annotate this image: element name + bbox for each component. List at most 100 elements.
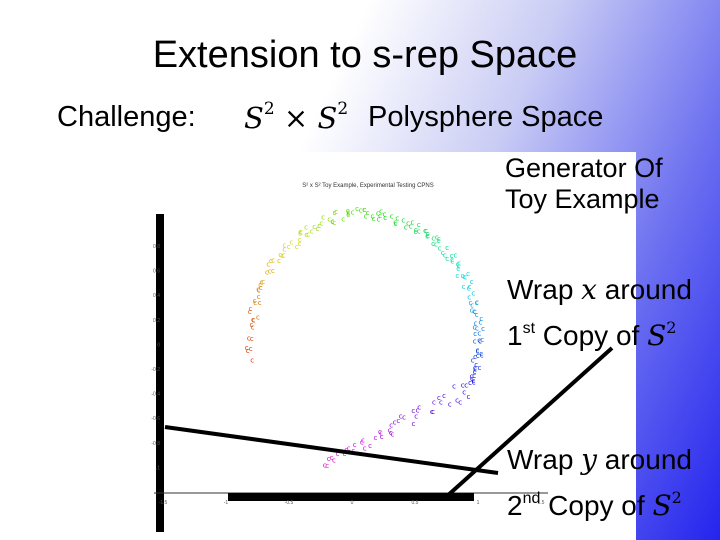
data-point: c xyxy=(306,230,310,238)
data-point: c xyxy=(414,413,418,421)
x-tick-label: -1 xyxy=(224,500,229,506)
data-point: c xyxy=(409,223,413,231)
data-point: c xyxy=(417,221,421,229)
generator-line-2: Toy Example xyxy=(505,184,660,214)
wrap-y-note: Wrap y around 2nd Copy of S2 xyxy=(507,441,692,525)
data-point: c xyxy=(280,252,284,260)
wrap-y-sphere-s: S xyxy=(652,489,672,522)
y-tick-label: -0.4 xyxy=(151,392,160,398)
toy-example-plot: S² x S² Toy Example, Experimental Testin… xyxy=(88,152,636,540)
data-point: c xyxy=(341,216,345,224)
x-tick-label: -1.5 xyxy=(159,500,168,506)
data-point: c xyxy=(478,337,482,345)
data-point: c xyxy=(445,244,449,252)
y-tick-label: -0.6 xyxy=(151,416,160,422)
y-tick-label: -0.2 xyxy=(151,367,160,373)
data-point: c xyxy=(249,345,253,353)
data-point: c xyxy=(466,270,470,278)
formula-s2: S xyxy=(317,101,338,135)
data-point: c xyxy=(439,398,443,406)
data-point: c xyxy=(268,267,272,275)
data-point: c xyxy=(426,230,430,238)
data-point: c xyxy=(259,284,263,292)
data-point: c xyxy=(282,251,286,259)
y-tick-label: 0 xyxy=(157,342,160,348)
data-point: c xyxy=(336,450,340,458)
data-point: c xyxy=(432,399,436,407)
data-point: c xyxy=(455,272,459,280)
y-tick-label: -1 xyxy=(156,465,161,471)
data-point: c xyxy=(363,206,367,214)
data-point: c xyxy=(250,321,254,329)
data-point: c xyxy=(269,257,273,265)
data-point: c xyxy=(393,218,397,226)
data-point: c xyxy=(330,218,334,226)
data-point: c xyxy=(257,293,261,301)
formula-exp1: 2 xyxy=(263,99,275,119)
wrap-x-line-1: Wrap x around xyxy=(507,271,692,309)
data-point: c xyxy=(456,261,460,269)
data-point: c xyxy=(417,404,421,412)
x-tick-label: 1 xyxy=(477,500,480,506)
data-point: c xyxy=(364,213,368,221)
data-point: c xyxy=(298,240,302,248)
data-point: c xyxy=(248,308,252,316)
data-point: c xyxy=(258,281,262,289)
data-point: c xyxy=(361,436,365,444)
data-point: c xyxy=(374,434,378,442)
data-point: c xyxy=(450,258,454,266)
data-point: c xyxy=(383,211,387,219)
wrap-y-ord-num: 2 xyxy=(507,490,523,521)
data-point: c xyxy=(393,419,397,427)
data-point: c xyxy=(416,406,420,414)
data-point: c xyxy=(437,394,441,402)
data-point: c xyxy=(441,249,445,257)
data-point: c xyxy=(251,324,255,332)
wrap-x-copy: Copy of xyxy=(535,320,648,351)
data-point: c xyxy=(319,220,323,228)
data-point: c xyxy=(304,231,308,239)
data-point: c xyxy=(438,244,442,252)
data-point: c xyxy=(445,255,449,263)
x-tick-label: 0 xyxy=(351,500,354,506)
wrap-x-sphere: S2 xyxy=(647,318,676,352)
data-point: c xyxy=(253,299,257,307)
data-point: c xyxy=(327,455,331,463)
data-point: c xyxy=(283,242,287,250)
data-point: c xyxy=(473,337,477,345)
data-point: c xyxy=(312,223,316,231)
data-point: c xyxy=(253,297,257,305)
data-point: c xyxy=(372,215,376,223)
wrap-x-note: Wrap x around 1st Copy of S2 xyxy=(507,271,692,355)
data-point: c xyxy=(250,335,254,343)
data-point: c xyxy=(477,329,481,337)
wrap-x-var: x xyxy=(581,273,597,306)
data-point: c xyxy=(471,290,475,298)
data-point: c xyxy=(379,208,383,216)
data-point: c xyxy=(402,414,406,422)
data-point: c xyxy=(394,220,398,228)
data-point: c xyxy=(406,219,410,227)
data-point: c xyxy=(347,209,351,217)
data-point: c xyxy=(391,430,395,438)
data-point: c xyxy=(437,237,441,245)
data-point: c xyxy=(454,252,458,260)
data-point: c xyxy=(351,208,355,216)
data-point: c xyxy=(463,274,467,282)
wrap-y-ord-suffix: nd xyxy=(522,490,541,507)
data-point: c xyxy=(404,223,408,231)
data-point: c xyxy=(481,325,485,333)
data-point: c xyxy=(455,397,459,405)
data-point: c xyxy=(399,413,403,421)
y-tick-label: 0.2 xyxy=(153,318,160,324)
data-point: c xyxy=(316,225,320,233)
data-point: c xyxy=(362,206,366,214)
y-tick-label: 0.4 xyxy=(153,293,160,299)
wrap-x-post: around xyxy=(596,274,692,305)
data-point: c xyxy=(456,265,460,273)
data-point: c xyxy=(473,323,477,331)
data-point: c xyxy=(343,450,347,458)
data-point: c xyxy=(414,226,418,234)
formula-s1: S xyxy=(244,101,264,135)
data-point: c xyxy=(250,356,254,364)
